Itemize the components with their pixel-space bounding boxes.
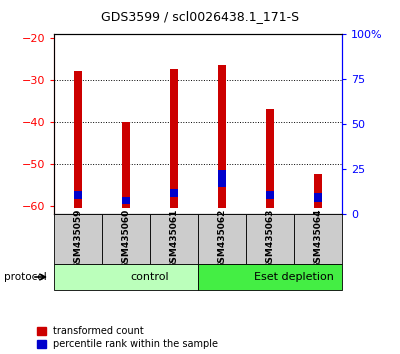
Bar — [54, 214, 102, 264]
Bar — [246, 214, 294, 264]
Bar — [266, 191, 274, 199]
Bar — [74, 72, 82, 208]
Text: Eset depletion: Eset depletion — [254, 272, 334, 282]
Text: GSM435060: GSM435060 — [122, 209, 130, 269]
Bar — [122, 122, 130, 208]
Bar — [218, 65, 226, 208]
Text: GSM435059: GSM435059 — [74, 209, 82, 269]
Text: GDS3599 / scl0026438.1_171-S: GDS3599 / scl0026438.1_171-S — [101, 10, 299, 23]
Bar — [122, 198, 130, 204]
Bar — [170, 69, 178, 208]
Bar — [314, 193, 322, 201]
Legend: transformed count, percentile rank within the sample: transformed count, percentile rank withi… — [37, 326, 218, 349]
Bar — [314, 174, 322, 208]
Bar — [150, 214, 198, 264]
Text: control: control — [131, 272, 169, 282]
Bar — [170, 189, 178, 198]
Text: GSM435062: GSM435062 — [218, 209, 226, 269]
Bar — [102, 214, 150, 264]
Bar — [218, 170, 226, 187]
Bar — [198, 214, 246, 264]
Bar — [74, 191, 82, 199]
Text: protocol: protocol — [4, 272, 47, 282]
Text: GSM435064: GSM435064 — [314, 209, 322, 269]
Text: GSM435061: GSM435061 — [170, 209, 178, 269]
Text: GSM435063: GSM435063 — [266, 209, 274, 269]
Bar — [294, 214, 342, 264]
Bar — [266, 109, 274, 208]
Bar — [198, 264, 342, 290]
Bar — [54, 264, 198, 290]
